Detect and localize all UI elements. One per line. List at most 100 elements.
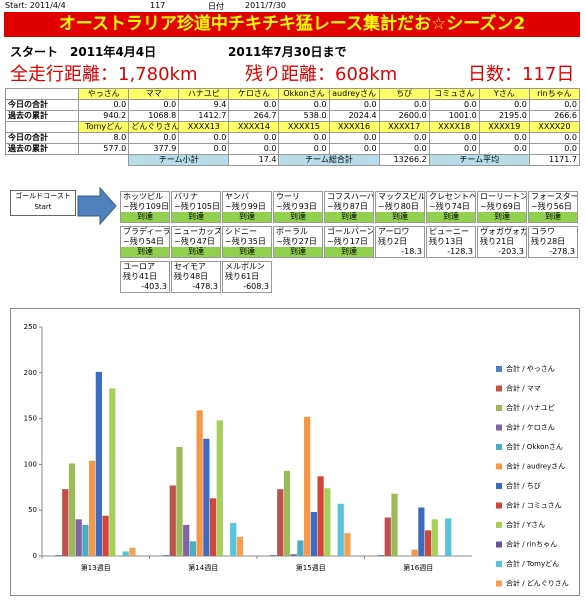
- town-days: 残り48日: [174, 272, 209, 281]
- value: 0.0: [278, 143, 330, 155]
- legend-swatch: [496, 444, 502, 450]
- bar: [230, 523, 237, 556]
- value: 1412.7: [178, 110, 230, 122]
- value: 266.6: [528, 110, 581, 122]
- value: 2195.0: [478, 110, 530, 122]
- y-tick-label: 100: [24, 460, 37, 468]
- value: 0.0: [328, 99, 380, 111]
- value: 0.0: [528, 143, 581, 155]
- value: 0.0: [328, 132, 380, 144]
- town-days: ~残り54日: [123, 237, 164, 246]
- value: 1068.8: [128, 110, 180, 122]
- town-days: ~残り35日: [225, 237, 266, 246]
- value: 0.0: [228, 99, 280, 111]
- bar: [236, 536, 244, 556]
- row-label: 今日の合計: [4, 99, 80, 111]
- name: XXXX15: [278, 121, 330, 133]
- title: オーストラリア珍道中チキチキ猛レース集計だお☆シーズン2: [4, 12, 580, 37]
- town: ウーリ ~残り93日 到達: [273, 191, 323, 223]
- bar: [102, 515, 109, 556]
- town-days: ~残り69日: [480, 202, 521, 211]
- value: 9.4: [178, 99, 230, 111]
- legend-label: 合計 / どんぐりさん: [506, 579, 569, 588]
- y-tick-label: 200: [24, 369, 37, 377]
- bar: [203, 438, 210, 556]
- row: 今日の合計 0.0 0.0 9.4 0.0 0.0 0.0 0.0 0.0 0.0 0.0: [4, 99, 581, 111]
- bar: [189, 541, 197, 556]
- name: ちび: [378, 88, 430, 100]
- town: ピューニー 残り13日 -128.3: [426, 226, 476, 258]
- name: XXXX16: [328, 121, 380, 133]
- bar: [62, 489, 69, 556]
- value: 0.0: [128, 132, 180, 144]
- cell: [4, 121, 80, 133]
- town-name: ニューカッスル: [174, 227, 220, 236]
- arrow: [77, 186, 117, 226]
- town-status: 到達: [121, 212, 169, 222]
- town-name: アーロワ: [378, 227, 410, 236]
- row-label: 過去の累計: [4, 110, 80, 122]
- summary-value: 1171.7: [528, 154, 581, 166]
- value: 1001.0: [428, 110, 480, 122]
- town: ユーロア 残り41日 -403.3: [120, 261, 170, 293]
- bar: [183, 524, 190, 556]
- town: マックスビル ~残り80日 到達: [375, 191, 425, 223]
- start-date: Start: 2011/4/4: [5, 1, 66, 10]
- town-days: ~残り105日: [174, 202, 220, 211]
- town-days: ~残り56日: [531, 202, 572, 211]
- date-label: 日付: [208, 2, 224, 11]
- legend-label: 合計 / Tomyどん: [506, 559, 559, 568]
- value: 0.0: [328, 143, 380, 155]
- bar: [290, 554, 297, 556]
- legend-swatch: [496, 502, 502, 509]
- summary-label: チーム総合計: [278, 154, 380, 166]
- value: 0.0: [378, 132, 430, 144]
- value: 0.0: [178, 132, 230, 144]
- town-days: ~残り87日: [327, 202, 368, 211]
- bar: [317, 476, 324, 556]
- value: 0.0: [528, 132, 581, 144]
- end-line: 2011年7月30日まで: [228, 45, 347, 59]
- town-status: -278.3: [549, 247, 575, 256]
- town: シドニー ~残り35日 到達: [222, 226, 272, 258]
- days-count: 日数：117日: [468, 64, 575, 85]
- value: 0.0: [428, 143, 480, 155]
- town-name: ボーラル: [276, 227, 308, 236]
- town-name: ピューニー: [429, 227, 469, 236]
- town-status: -128.3: [447, 247, 473, 256]
- bar: [270, 555, 277, 556]
- town: アーロワ 残り2日 -18.3: [375, 226, 425, 258]
- name: XXXX18: [428, 121, 480, 133]
- town: ホッツピル ~残り109日 到達: [120, 191, 170, 223]
- name: XXXX13: [178, 121, 230, 133]
- bar: [95, 371, 102, 556]
- legend-swatch: [496, 366, 502, 372]
- town: ボーラル ~残り27日 到達: [273, 226, 323, 258]
- town-days: 残り2日: [378, 237, 408, 246]
- town-days: 残り21日: [480, 237, 515, 246]
- town-status: 到達: [274, 247, 322, 257]
- town: ブラディーラ ~残り54日 到達: [120, 226, 170, 258]
- bar: [75, 519, 82, 556]
- summary-value: 13266.2: [378, 154, 430, 166]
- town: フォースター ~残り56日 到達: [528, 191, 578, 223]
- town: ヤンバ ~残り99日 到達: [222, 191, 272, 223]
- bar: [391, 493, 398, 556]
- town-days: ~残り99日: [225, 202, 266, 211]
- legend-swatch: [496, 561, 502, 567]
- town-name: クレセントヘッド: [429, 192, 475, 201]
- summary-value: 17.4: [228, 154, 280, 166]
- town-name: ヤンバ: [225, 192, 249, 201]
- legend-swatch: [496, 522, 502, 528]
- legend-label: 合計 / Yさん: [506, 520, 545, 529]
- days: 117: [150, 1, 166, 10]
- legend-swatch: [496, 541, 502, 548]
- name: ケロさん: [228, 88, 280, 100]
- legend-swatch: [496, 405, 502, 411]
- town-status: 到達: [172, 212, 220, 222]
- value: 0.0: [378, 143, 430, 155]
- legend-swatch: [496, 463, 502, 470]
- score-table: やっさん ママ ハナユピ ケロさん Okkonさん audreyさん ちび コミュさん Yさん r…: [4, 88, 581, 166]
